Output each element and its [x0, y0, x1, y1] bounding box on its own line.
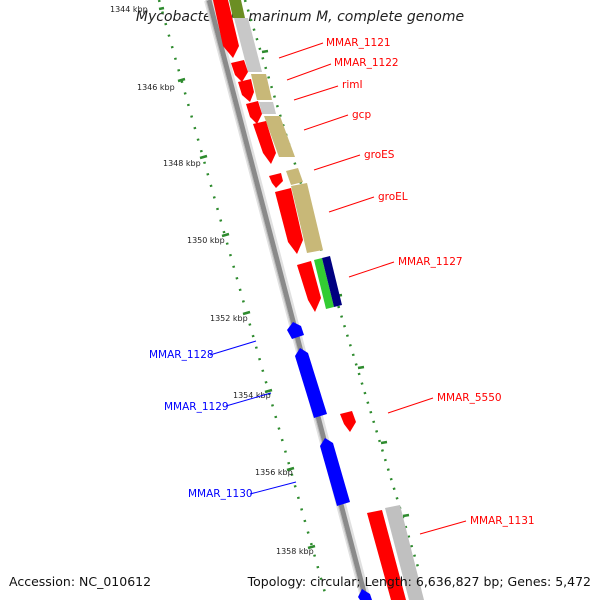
tick-mark [286, 466, 295, 472]
tick-label: 1354 kbp [233, 391, 271, 400]
gene-label-mmar-1128: MMAR_1128 [149, 349, 214, 361]
gene-arrow [367, 510, 406, 600]
tick-label: 1344 kbp [110, 5, 148, 14]
gene-arrow [253, 121, 276, 164]
tick-mark [402, 513, 410, 518]
gene-arrow [320, 438, 350, 506]
gene-label-groes: groES [364, 149, 395, 161]
gene-arrow [295, 348, 327, 418]
tick-mark [307, 544, 316, 550]
tick-label: 1352 kbp [210, 314, 248, 323]
tick-mark [357, 365, 365, 370]
cog-bar [229, 0, 245, 18]
gene-arrow [246, 101, 262, 124]
gene-label-gcp: gcp [352, 109, 371, 121]
cog-bar [291, 183, 323, 253]
tick-mark [380, 440, 388, 445]
callout-line [293, 85, 339, 101]
genome-summary: Topology: circular; Length: 6,636,827 bp… [247, 574, 591, 589]
gene-arrow [275, 188, 303, 254]
callout-line [278, 42, 324, 59]
cog-bar [264, 116, 295, 157]
gene-label-mmar-1129: MMAR_1129 [164, 401, 229, 413]
gene-label-mmar-1127: MMAR_1127 [398, 256, 463, 268]
cog-bar [322, 256, 342, 307]
cog-bar [234, 18, 262, 72]
gene-label-rimi: rimI [342, 79, 363, 91]
tick-label: 1350 kbp [187, 236, 225, 245]
tick-label: 1348 kbp [163, 159, 201, 168]
tick-label: 1356 kbp [255, 468, 293, 477]
callout-line [209, 340, 257, 356]
gene-arrow [340, 411, 356, 432]
callout-line [387, 397, 434, 414]
reverse-callouts [209, 340, 297, 495]
tick-mark [221, 232, 230, 238]
gene-arrow [231, 60, 248, 82]
gene-label-mmar-5550: MMAR_5550 [437, 392, 502, 404]
callout-line [225, 392, 272, 407]
tick-label: 1358 kbp [276, 547, 314, 556]
callout-line [328, 196, 375, 213]
accession-label: Accession: NC_010612 [9, 574, 152, 589]
reverse-genes [287, 322, 372, 600]
tick-mark [158, 6, 165, 11]
gene-label-mmar-1122: MMAR_1122 [334, 57, 399, 69]
forward-gene-labels: MMAR_1121 MMAR_1122 rimI gcp groES groEL… [326, 37, 535, 527]
gene-arrow [269, 173, 283, 188]
tick-mark [177, 77, 186, 83]
cog-bar [314, 258, 334, 309]
tick-mark [261, 49, 269, 54]
gene-label-groel: groEL [378, 191, 408, 203]
cog-bars [229, 0, 424, 600]
gene-arrow [213, 0, 239, 58]
cog-bar [259, 102, 276, 114]
callout-line [419, 520, 467, 535]
callout-line [303, 114, 349, 131]
callout-line [313, 154, 361, 171]
gene-arrow [297, 261, 321, 312]
forward-genes [213, 0, 406, 600]
tick-mark [242, 310, 251, 316]
callout-line [348, 261, 395, 278]
tick-mark [199, 154, 208, 160]
cog-bar [286, 168, 303, 185]
cog-bar [385, 505, 424, 600]
gene-label-mmar-1131: MMAR_1131 [470, 515, 535, 527]
forward-callouts [278, 42, 467, 535]
tick-mark [264, 388, 273, 394]
callout-line [249, 481, 297, 495]
gene-label-mmar-1130: MMAR_1130 [188, 488, 253, 500]
cog-bar [251, 74, 272, 100]
callout-line [286, 63, 332, 81]
gene-arrow [358, 589, 372, 600]
reverse-gene-labels: MMAR_1128 MMAR_1129 MMAR_1130 [149, 349, 253, 500]
gene-arrow [287, 322, 304, 339]
tick-labels: 1344 kbp 1346 kbp 1348 kbp 1350 kbp 1352… [110, 5, 314, 556]
tick-label: 1346 kbp [137, 83, 175, 92]
gene-label-mmar-1121: MMAR_1121 [326, 37, 391, 49]
gene-arrow [238, 79, 254, 102]
